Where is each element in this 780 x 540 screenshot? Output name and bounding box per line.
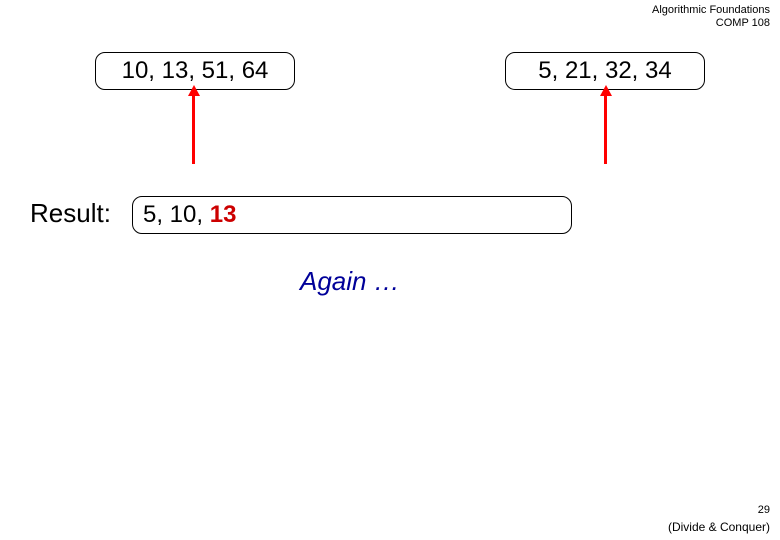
again-text: Again … (300, 266, 400, 297)
result-box: 5, 10, 13 (132, 196, 572, 234)
result-prefix: 5, 10, (143, 201, 210, 228)
course-title: Algorithmic Foundations (652, 4, 770, 17)
page-number: 29 (758, 504, 770, 516)
result-highlight: 13 (210, 201, 237, 228)
slide-header: Algorithmic Foundations COMP 108 (652, 4, 770, 30)
footer-subtitle: (Divide & Conquer) (668, 520, 770, 534)
course-code: COMP 108 (652, 17, 770, 30)
right-array-text: 5, 21, 32, 34 (538, 57, 671, 84)
left-arrow-icon (192, 94, 195, 164)
result-label: Result: (30, 198, 111, 229)
left-array-text: 10, 13, 51, 64 (122, 57, 269, 84)
right-arrow-icon (604, 94, 607, 164)
